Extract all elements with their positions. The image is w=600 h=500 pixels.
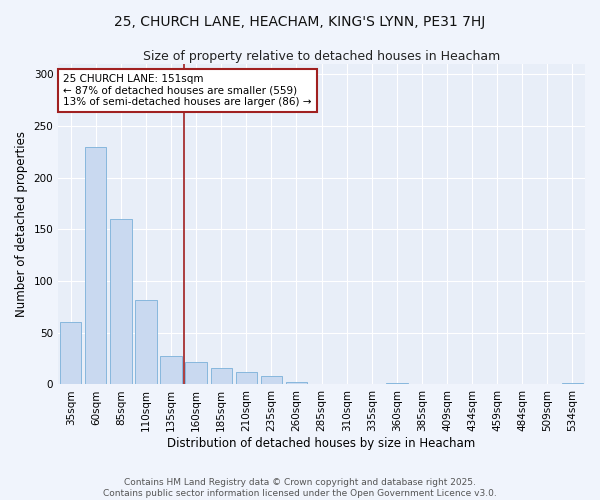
Bar [211, 368, 232, 384]
X-axis label: Distribution of detached houses by size in Heacham: Distribution of detached houses by size … [167, 437, 476, 450]
Text: 25 CHURCH LANE: 151sqm
← 87% of detached houses are smaller (559)
13% of semi-de: 25 CHURCH LANE: 151sqm ← 87% of detached… [64, 74, 312, 107]
Bar [136, 300, 157, 384]
Text: 25, CHURCH LANE, HEACHAM, KING'S LYNN, PE31 7HJ: 25, CHURCH LANE, HEACHAM, KING'S LYNN, P… [115, 15, 485, 29]
Bar [85, 147, 106, 384]
Bar [185, 362, 207, 384]
Bar [60, 322, 82, 384]
Y-axis label: Number of detached properties: Number of detached properties [15, 132, 28, 318]
Text: Contains HM Land Registry data © Crown copyright and database right 2025.
Contai: Contains HM Land Registry data © Crown c… [103, 478, 497, 498]
Bar [286, 382, 307, 384]
Bar [261, 376, 282, 384]
Bar [160, 356, 182, 384]
Bar [236, 372, 257, 384]
Bar [110, 219, 131, 384]
Title: Size of property relative to detached houses in Heacham: Size of property relative to detached ho… [143, 50, 500, 63]
